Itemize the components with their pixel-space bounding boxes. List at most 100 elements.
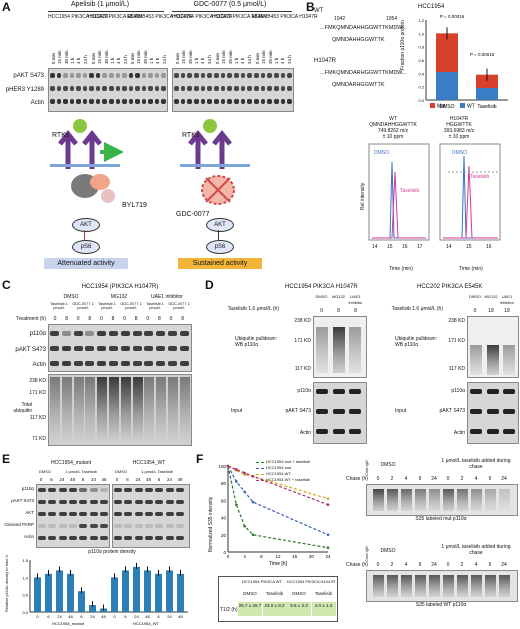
hour-label: 0: [53, 316, 57, 322]
blot-band: [200, 86, 206, 91]
hour-label: 0: [473, 308, 477, 314]
blot-band: [79, 488, 88, 492]
blot-band: [120, 361, 130, 366]
blot-band: [200, 73, 206, 78]
ubiquitin-smear: [85, 377, 96, 441]
legend-label: HCC1954 WT + taselisib: [266, 477, 310, 482]
blot-lane: [415, 575, 426, 597]
blot-band: [109, 331, 118, 336]
blot-band: [109, 99, 114, 104]
blot-band: [114, 512, 122, 516]
blot-band: [174, 99, 179, 104]
chart-f-point: [235, 503, 238, 506]
chart-e-xtick: 24: [57, 614, 62, 619]
blot-band: [124, 512, 133, 516]
hour-label: 8: [354, 308, 357, 314]
ms-wt-ppm: ± 10 ppm: [382, 134, 404, 140]
blot-band: [120, 331, 130, 336]
chart-e-bar: [56, 570, 63, 612]
hour-label: 24: [135, 477, 141, 482]
chart-f-point: [243, 524, 246, 528]
cell-line-wt: HCC1954_WT: [132, 460, 166, 466]
table-head-wt: HCC1954 PIK3CA WT: [241, 579, 282, 584]
chart-f-point: [243, 490, 246, 494]
blot-band: [128, 99, 134, 104]
mw-d2-238: 238 KD: [448, 318, 465, 324]
blot-band: [134, 500, 143, 504]
blot-band: [128, 73, 134, 78]
blot-lane: [401, 489, 412, 511]
blot-band: [141, 73, 147, 78]
chart-f-point: [251, 500, 255, 504]
blot-band: [267, 99, 272, 104]
blot-band: [63, 99, 68, 104]
timepoint-label: 30 min: [142, 50, 148, 64]
ms-tick: 16: [486, 244, 492, 250]
chase-hour: 4: [404, 562, 408, 568]
chart-f-series-line: [227, 465, 329, 506]
cell-line-3b: MDAMB453 PIK3CA H1047R: [252, 14, 318, 20]
cell-line-2b: HCC202 PIK3CA E545K: [212, 14, 267, 20]
wt-label: WT: [314, 8, 324, 14]
chart-b-ytick: 1.0: [418, 31, 424, 36]
blot-band: [48, 524, 57, 528]
ubiquitin-pulldown-blot-1: [313, 316, 367, 378]
blot-band: [38, 500, 46, 504]
ms-xlabel-left: Time (min): [389, 266, 413, 272]
legend-label: HCC1954 mut + taselisib: [266, 459, 311, 464]
chart-b-ytick: 0.4: [418, 71, 424, 76]
chart-f-point: [326, 546, 330, 549]
ms-wt-title: WT: [389, 116, 397, 122]
blot-band: [316, 429, 328, 434]
timepoint-label: 1 h: [193, 57, 199, 64]
chart-e-bar: [111, 577, 118, 612]
blot-band: [156, 331, 166, 336]
chart-e-group-label: HCC1954_mutant: [52, 621, 85, 626]
blot-band: [122, 73, 127, 78]
sequence-mut-fragment: QMNDARHGGWTTK: [332, 82, 385, 88]
chart-f-xtick: 16: [292, 554, 298, 559]
blot-band: [109, 361, 118, 366]
pulldown-label-1: Ubiquitin pulldown: WB p110α: [235, 336, 277, 348]
treatment-sublabel: GDC-0077 1 μmol/L: [120, 302, 142, 310]
blot-band: [58, 488, 67, 492]
blot-band: [124, 536, 133, 540]
chase-label: Chase (h): [346, 562, 368, 568]
chase-hour: 2: [390, 476, 394, 482]
chart-b-xtick: Taselisib: [477, 104, 496, 110]
blot-band: [165, 500, 174, 504]
treatment-sublabel: GDC-0077 1 μmol/L: [168, 302, 190, 310]
blot-band: [48, 488, 57, 492]
blot-band: [89, 99, 94, 104]
chart-e-bar: [122, 570, 129, 612]
blot-band: [114, 488, 122, 492]
row-label: p110α: [21, 486, 34, 491]
blot-band: [61, 331, 71, 336]
panel-label-f: F: [196, 452, 204, 466]
row-label-p110a: p110α: [29, 331, 46, 337]
chart-e-bar: [166, 570, 173, 612]
chart-e-group-label: HCC1954_WT: [133, 621, 160, 626]
blot-band: [287, 86, 292, 91]
legend-swatch: [256, 474, 264, 476]
table-col-label: Taselisib: [314, 591, 333, 596]
chart-f-ytick: 60: [221, 498, 227, 503]
row-label: Actin: [23, 534, 34, 539]
blot-band: [61, 361, 71, 366]
blot-lane: [415, 489, 426, 511]
sequence-wt-fragment: QMNDAHHGGWTTK: [332, 37, 385, 43]
chart-b-ytick: 0.2: [418, 85, 424, 90]
hour-label: 6: [81, 477, 85, 482]
blot-band: [89, 524, 98, 528]
blot-band: [56, 86, 62, 91]
chart-f-xtick: 0: [227, 554, 230, 559]
blot-band: [79, 536, 88, 540]
blot-band: [135, 86, 140, 91]
row-label-actin: Actin: [32, 362, 46, 368]
ms-mut-title: H1047R: [449, 116, 469, 122]
blot-band: [349, 389, 361, 394]
hour-label: 8: [65, 316, 68, 322]
chase-hour: 0: [376, 476, 380, 482]
hour-label: 24: [90, 477, 96, 482]
rtk-receptor-left: [50, 119, 124, 169]
